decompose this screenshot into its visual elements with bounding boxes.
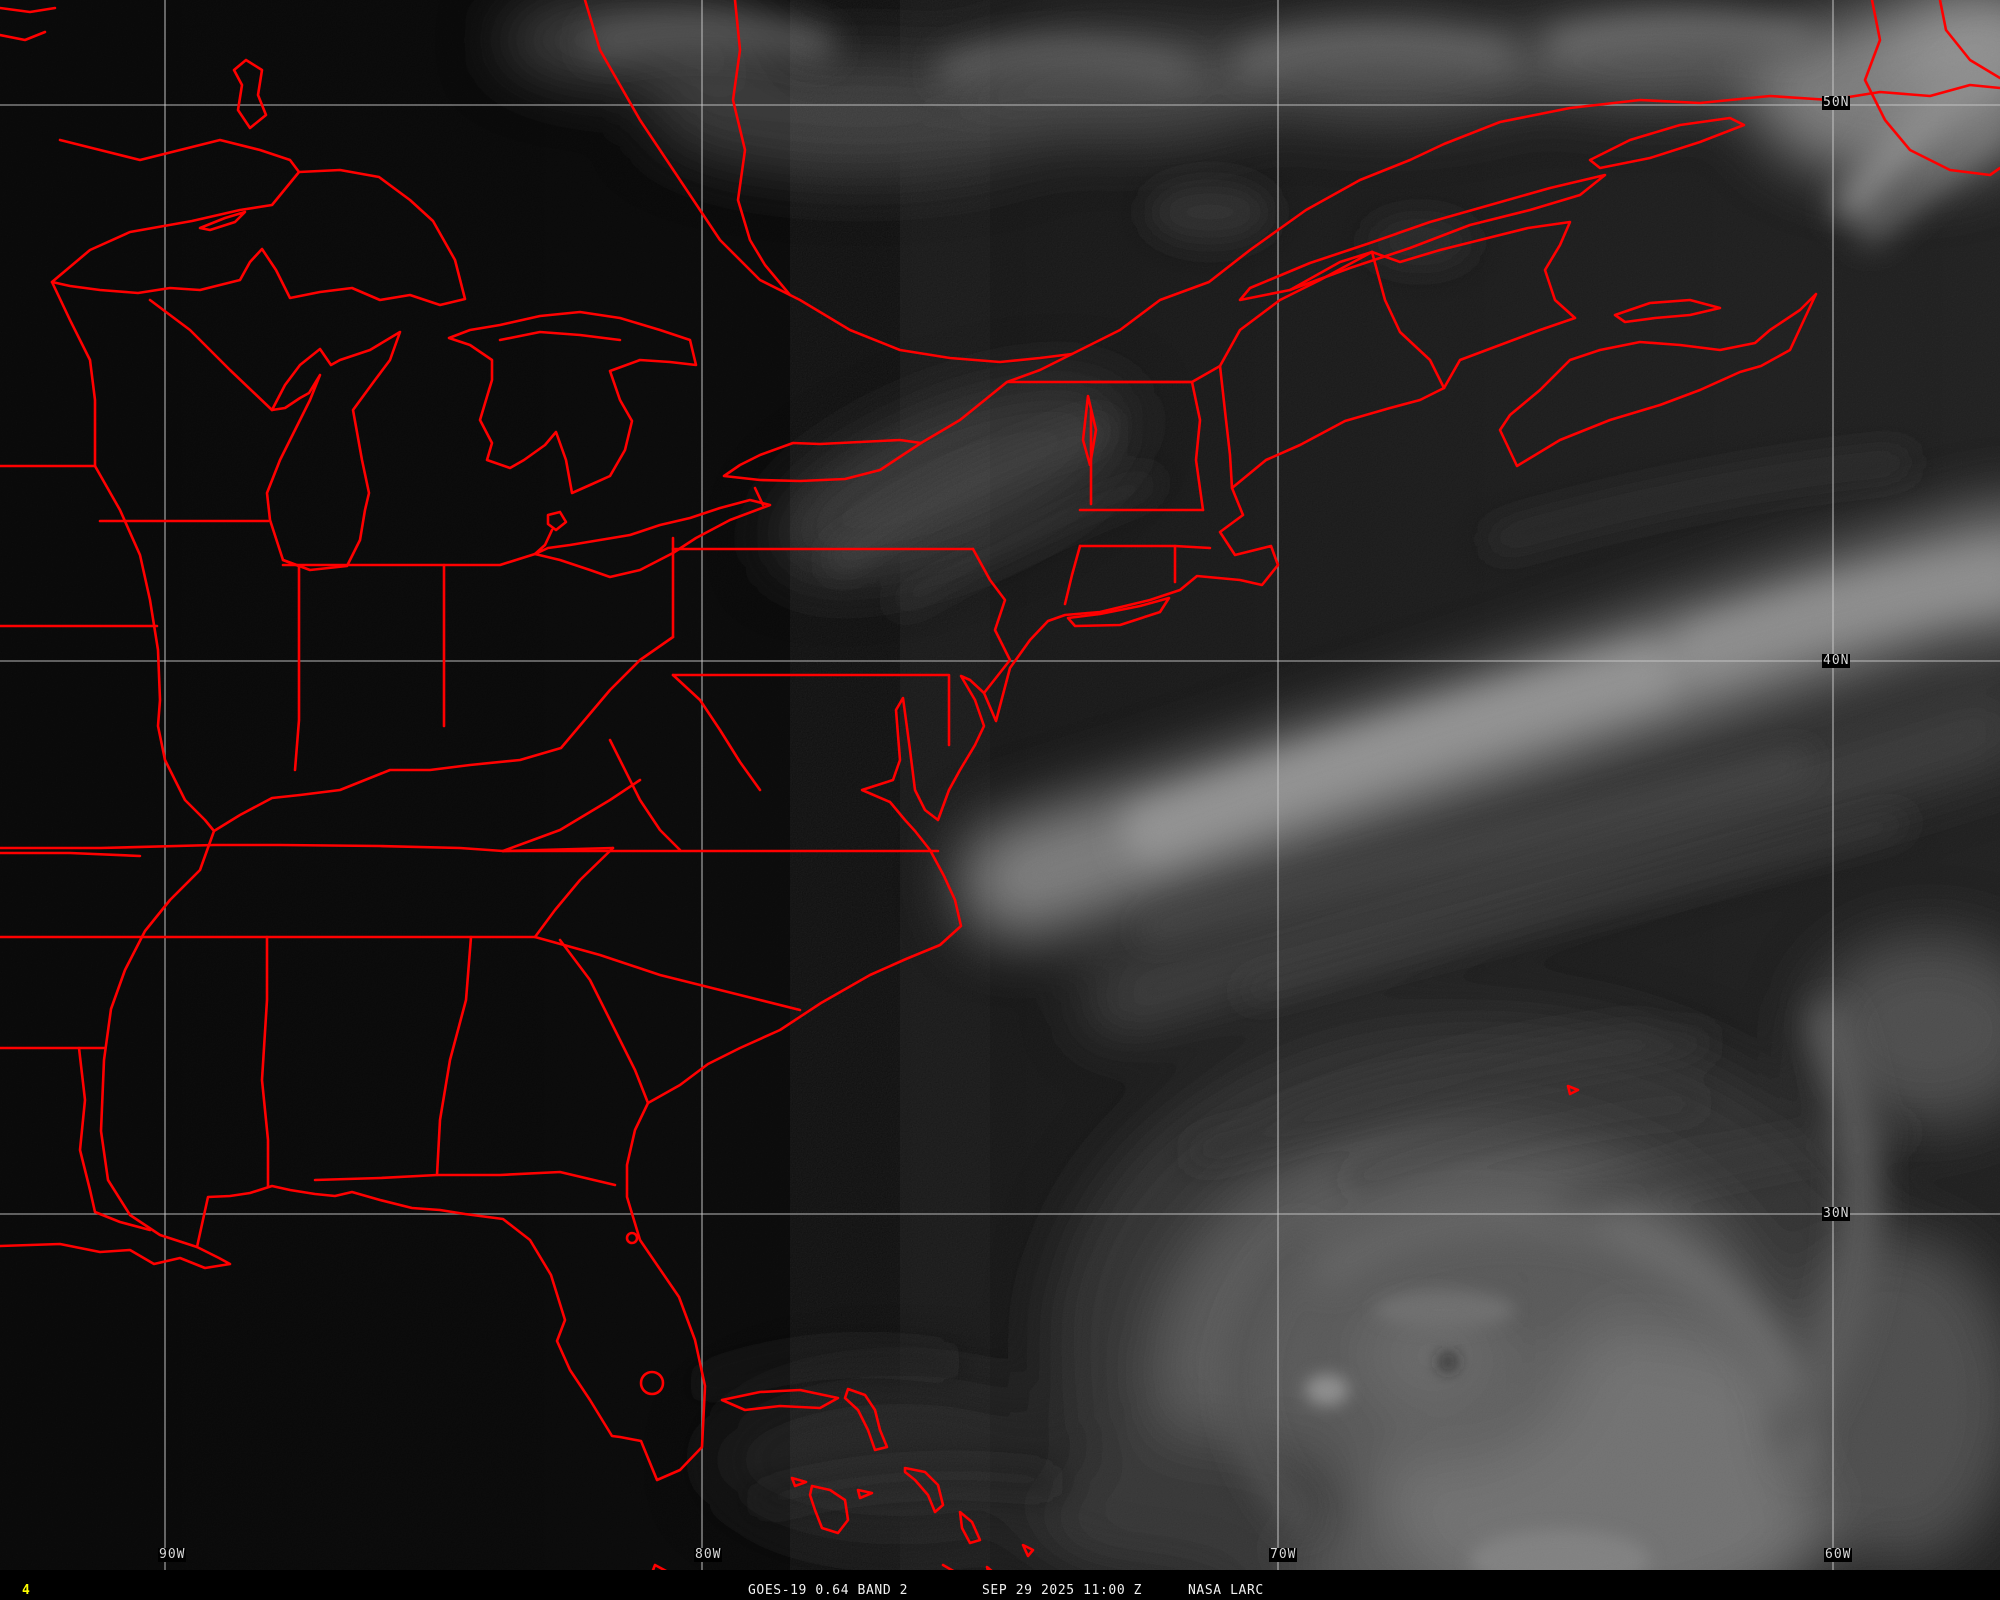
lon-label-60w: 60W [1824, 1547, 1853, 1562]
lon-label-90w: 90W [158, 1547, 187, 1562]
lon-label-80w: 80W [694, 1547, 723, 1562]
lat-label-40n: 40N [1822, 653, 1851, 668]
lake-okeechobee-outline [639, 1370, 665, 1396]
caption-bar [0, 1570, 2000, 1600]
frame-number-indicator: 4 [22, 1583, 30, 1598]
great-lakes-outlines [50, 58, 923, 579]
bahamas-outlines [648, 1387, 1054, 1600]
caption-datetime-label: SEP 29 2025 11:00 Z [982, 1583, 1143, 1598]
coastline-path [0, 386, 1446, 1482]
caption-credit-label: NASA LARC [1188, 1583, 1264, 1598]
caption-product-label: GOES-19 0.64 BAND 2 [748, 1583, 909, 1598]
state-border-paths [0, 280, 1234, 1249]
lat-label-50n: 50N [1822, 95, 1851, 110]
canada-outlines [0, 0, 2000, 468]
lon-label-70w: 70W [1269, 1547, 1298, 1562]
north-florida-lake-outline [625, 1231, 639, 1245]
lat-label-30n: 30N [1822, 1206, 1851, 1221]
long-island-outline [1066, 596, 1171, 628]
bermuda-island-mark [1566, 1084, 1580, 1096]
sensor-noise-texture [900, 0, 2000, 1572]
